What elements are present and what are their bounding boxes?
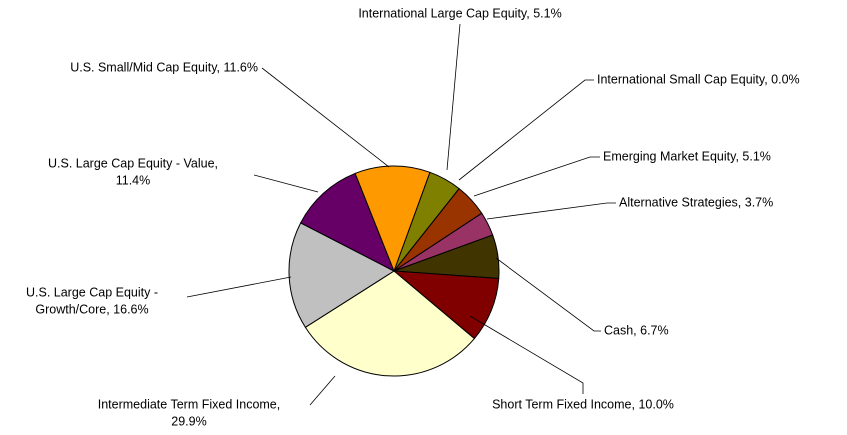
- slice-label: 29.9%: [171, 414, 206, 428]
- pie-slice: [304, 270, 476, 377]
- slice-label: U.S. Large Cap Equity - Value,: [48, 156, 218, 170]
- leader-line: [253, 174, 319, 193]
- slice-label: Alternative Strategies, 3.7%: [619, 195, 773, 209]
- leader-line: [446, 23, 461, 171]
- slice-label: 11.4%: [116, 173, 151, 187]
- slice-label: U.S. Large Cap Equity -: [26, 285, 158, 299]
- leader-line: [469, 315, 584, 394]
- slice-label: Emerging Market Equity, 5.1%: [603, 149, 771, 163]
- leader-line: [486, 202, 616, 220]
- leader-line: [495, 257, 601, 332]
- leader-line: [473, 156, 600, 197]
- leader-line: [309, 375, 336, 406]
- pie-slice: [288, 222, 396, 328]
- slice-label: Short Term Fixed Income, 10.0%: [492, 397, 674, 411]
- slice-label: International Small Cap Equity, 0.0%: [597, 72, 800, 86]
- slice-label: International Large Cap Equity, 5.1%: [358, 6, 561, 20]
- slice-label: Intermediate Term Fixed Income,: [98, 397, 280, 411]
- leader-line: [261, 67, 390, 168]
- pie-slice: [354, 165, 431, 273]
- slice-label: Cash, 6.7%: [604, 323, 669, 337]
- pie-slice: [300, 172, 395, 273]
- slice-label: Growth/Core, 16.6%: [35, 302, 148, 316]
- leader-line: [186, 276, 292, 298]
- leader-line: [458, 79, 594, 181]
- slice-label: U.S. Small/Mid Cap Equity, 11.6%: [70, 60, 258, 74]
